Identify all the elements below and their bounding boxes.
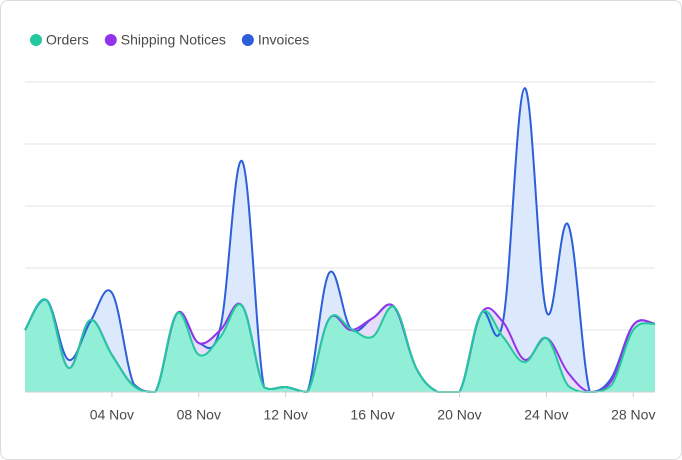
- x-tick-label: 08 Nov: [177, 407, 221, 423]
- x-tick-label: 20 Nov: [437, 407, 481, 423]
- legend-dot: [30, 34, 42, 46]
- legend-label: Orders: [46, 32, 89, 48]
- series-line: [24, 298, 656, 394]
- x-tick-label: 16 Nov: [350, 407, 394, 423]
- x-tick-label: 12 Nov: [264, 407, 308, 423]
- area-fill: [25, 299, 655, 392]
- x-tick-label: 04 Nov: [90, 407, 134, 423]
- legend-dot: [241, 34, 254, 46]
- legend-dot: [104, 34, 117, 46]
- legend-label: Invoices: [258, 32, 309, 48]
- legend-label: Shipping Notices: [121, 32, 226, 48]
- x-tick-label: 28 Nov: [611, 407, 655, 423]
- x-tick-label: 24 Nov: [524, 407, 568, 423]
